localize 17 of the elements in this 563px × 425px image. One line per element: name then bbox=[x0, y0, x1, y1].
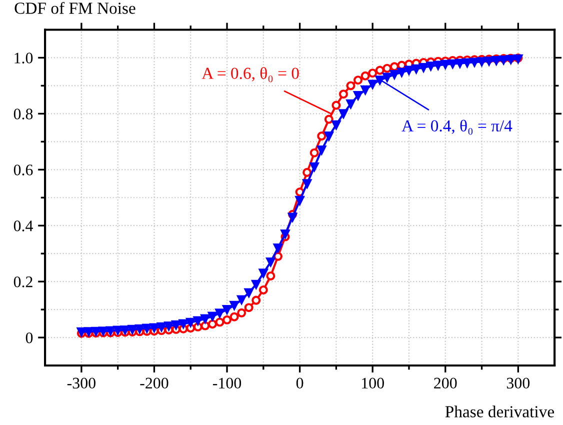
y-tick-label: 0.4 bbox=[14, 220, 33, 232]
y-tick-label: 0.8 bbox=[14, 108, 33, 120]
y-tick-label: 0 bbox=[26, 332, 33, 344]
y-tick-label: 0.6 bbox=[14, 164, 33, 176]
chart-title: CDF of FM Noise bbox=[14, 2, 136, 14]
y-tick-label: 1.0 bbox=[14, 52, 33, 64]
annotation: A = 0.4, θ₀ = π/4 bbox=[402, 120, 512, 135]
annotation: A = 0.6, θ₀ = 0 bbox=[202, 67, 299, 82]
x-tick-label: -200 bbox=[140, 378, 168, 389]
x-tick-label: 100 bbox=[362, 378, 384, 389]
x-tick-label: -100 bbox=[212, 378, 242, 389]
y-tick-label: 0.2 bbox=[14, 276, 32, 288]
x-axis-title: Phase derivative bbox=[445, 406, 554, 418]
x-tick-label: 300 bbox=[506, 378, 530, 389]
x-tick-label: 200 bbox=[434, 378, 457, 389]
x-tick-label: -300 bbox=[67, 378, 96, 389]
x-tick-label: 0 bbox=[296, 378, 304, 389]
